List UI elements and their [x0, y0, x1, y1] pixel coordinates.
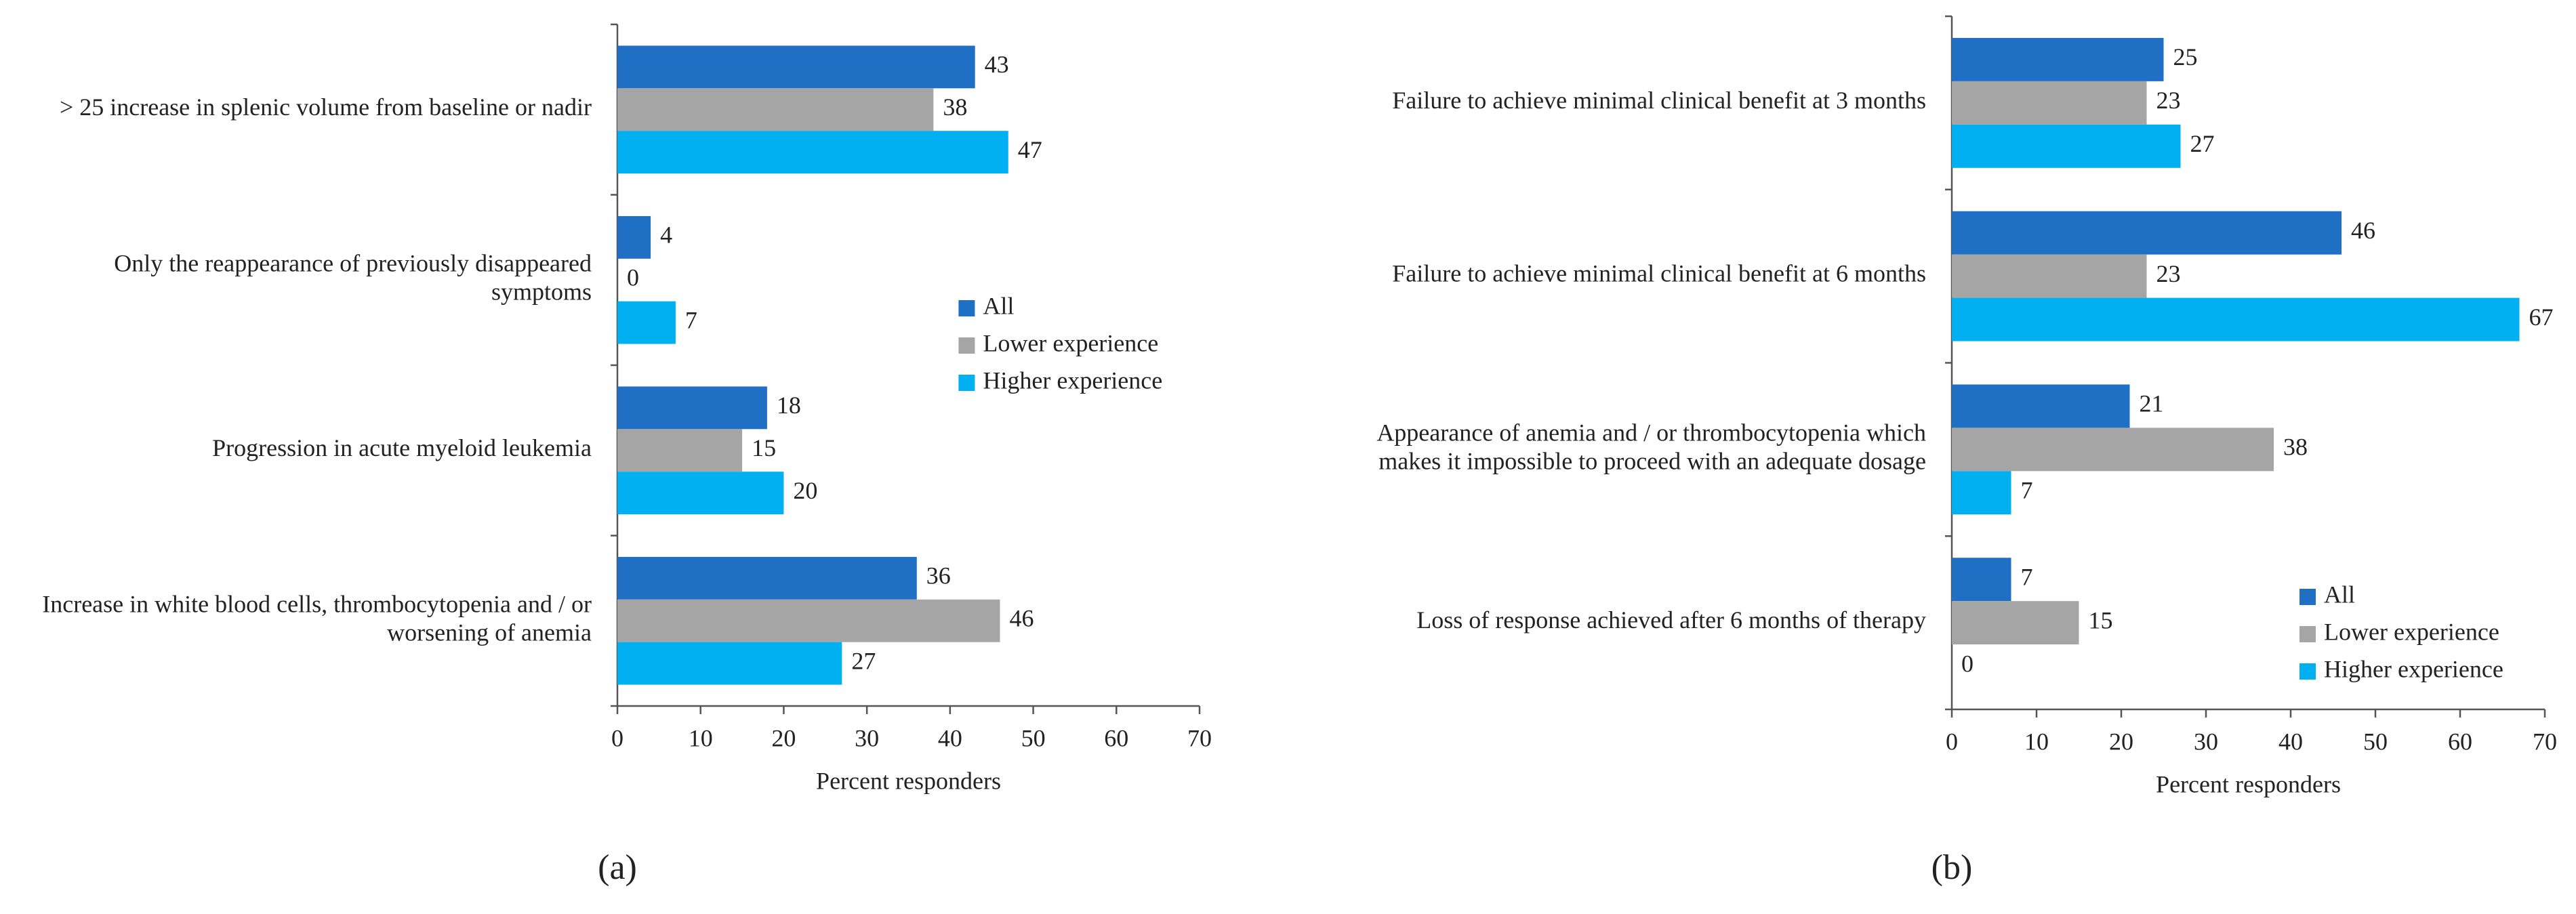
- category-label: Increase in white blood cells, thrombocy…: [42, 591, 592, 646]
- bar: [1952, 124, 2181, 168]
- x-tick-label: 0: [611, 724, 623, 751]
- value-label: 27: [2190, 130, 2215, 157]
- value-label: 46: [2351, 217, 2375, 244]
- bar: [1952, 428, 2274, 472]
- value-label: 4: [660, 222, 672, 249]
- bar: [617, 386, 767, 430]
- value-label: 36: [926, 562, 951, 589]
- value-label: 21: [2140, 390, 2164, 417]
- value-label: 27: [851, 647, 876, 674]
- x-tick-label: 60: [1104, 724, 1128, 751]
- x-tick-label: 70: [1187, 724, 1212, 751]
- x-tick-label: 30: [2194, 728, 2218, 755]
- bar: [1952, 384, 2130, 428]
- bar: [1952, 37, 2164, 81]
- category-label: Progression in acute myeloid leukemia: [212, 434, 592, 461]
- value-label: 7: [685, 306, 697, 333]
- x-tick-label: 40: [938, 724, 962, 751]
- panel-label: (a): [598, 848, 637, 887]
- bar: [1952, 297, 2520, 341]
- legend-swatch: [2299, 589, 2316, 605]
- legend-label: All: [2324, 581, 2355, 608]
- value-label: 20: [793, 477, 817, 504]
- value-label: 23: [2156, 260, 2181, 287]
- category-label: > 25 increase in splenic volume from bas…: [60, 94, 592, 121]
- value-label: 47: [1018, 136, 1042, 163]
- value-label: 7: [2021, 563, 2033, 590]
- bar: [617, 642, 842, 685]
- x-tick-label: 10: [2024, 728, 2049, 755]
- bar: [617, 429, 743, 472]
- x-tick-label: 20: [2109, 728, 2133, 755]
- legend-swatch: [2299, 663, 2316, 680]
- legend-label: Higher experience: [983, 367, 1162, 394]
- category-label: Loss of response achieved after 6 months…: [1416, 606, 1926, 633]
- bar: [1952, 211, 2342, 255]
- legend-swatch: [958, 375, 975, 391]
- bar: [617, 556, 917, 600]
- bar: [617, 45, 975, 89]
- x-tick-label: 40: [2278, 728, 2303, 755]
- bar: [1952, 558, 2011, 602]
- category-label: Failure to achieve minimal clinical bene…: [1392, 260, 1926, 287]
- value-label: 38: [2283, 434, 2308, 461]
- value-label: 46: [1009, 605, 1034, 632]
- x-tick-label: 50: [1021, 724, 1046, 751]
- legend-label: Lower experience: [983, 329, 1158, 356]
- category-label: Only the reappearance of previously disa…: [114, 250, 592, 306]
- category-label: Failure to achieve minimal clinical bene…: [1392, 87, 1926, 114]
- bar: [617, 472, 784, 515]
- x-tick-label: 60: [2448, 728, 2472, 755]
- legend-swatch: [2299, 626, 2316, 642]
- bar: [617, 215, 651, 259]
- bar: [1952, 471, 2011, 515]
- x-tick-label: 30: [855, 724, 879, 751]
- x-tick-label: 50: [2363, 728, 2388, 755]
- value-label: 43: [985, 51, 1009, 78]
- category-label: Appearance of anemia and / or thrombocyt…: [1372, 419, 1926, 475]
- bar: [617, 301, 676, 344]
- value-label: 18: [777, 392, 801, 419]
- legend-swatch: [958, 300, 975, 316]
- value-label: 0: [1961, 650, 1974, 677]
- value-label: 38: [943, 94, 967, 121]
- legend-label: Higher experience: [2324, 655, 2503, 682]
- value-label: 67: [2529, 304, 2554, 331]
- bar: [617, 88, 934, 131]
- x-axis-label: Percent responders: [816, 767, 1001, 794]
- x-axis-label: Percent responders: [2156, 770, 2341, 797]
- x-tick-label: 0: [1946, 728, 1958, 755]
- value-label: 7: [2021, 477, 2033, 504]
- legend-label: Lower experience: [2324, 618, 2499, 645]
- legend-swatch: [958, 337, 975, 354]
- value-label: 15: [752, 434, 776, 461]
- value-label: 0: [627, 264, 639, 291]
- legend-label: All: [983, 292, 1014, 319]
- bar: [1952, 81, 2147, 125]
- bar: [617, 131, 1008, 174]
- x-tick-label: 20: [771, 724, 796, 751]
- bar: [617, 599, 1000, 642]
- value-label: 23: [2156, 87, 2181, 114]
- bar: [1952, 254, 2147, 298]
- value-label: 15: [2089, 606, 2113, 633]
- x-tick-label: 10: [689, 724, 713, 751]
- x-tick-label: 70: [2533, 728, 2557, 755]
- bar: [1952, 601, 2079, 645]
- value-label: 25: [2173, 43, 2198, 70]
- panel-label: (b): [1931, 848, 1973, 887]
